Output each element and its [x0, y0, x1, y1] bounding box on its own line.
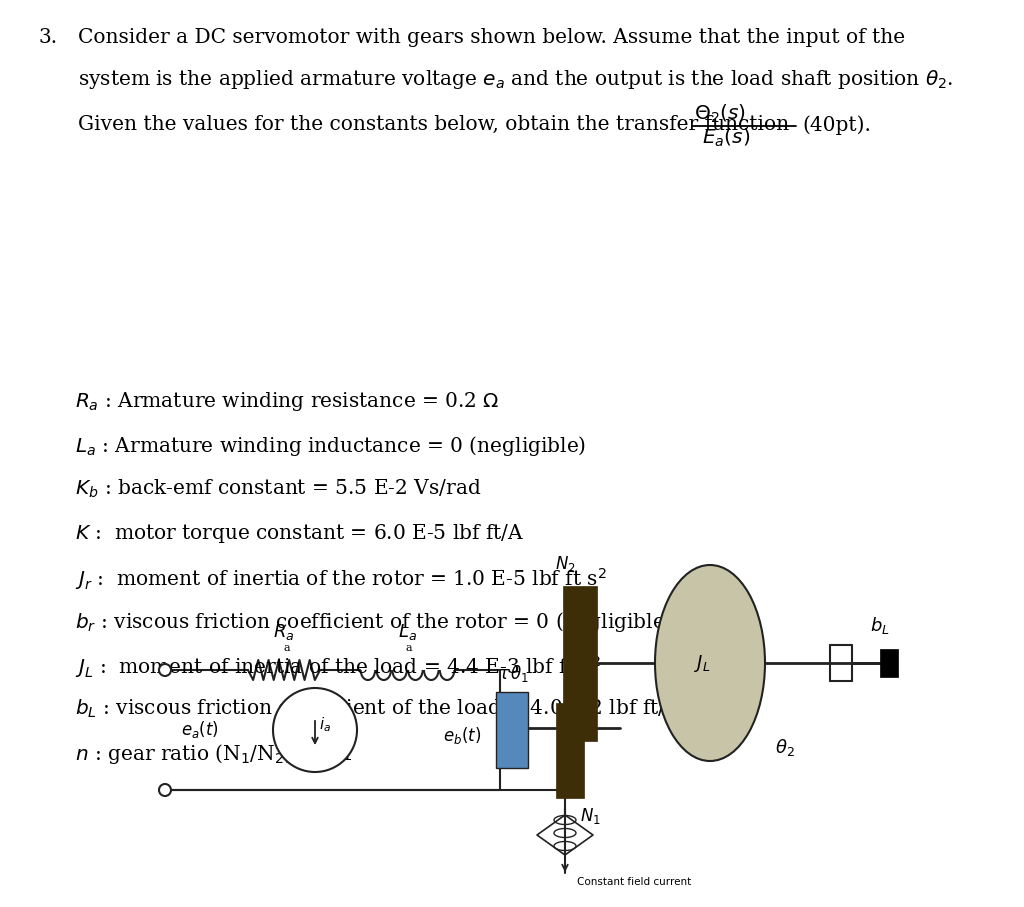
Text: (40pt).: (40pt).	[802, 115, 870, 134]
Text: a: a	[283, 643, 290, 653]
Text: $\theta_2$: $\theta_2$	[775, 737, 795, 758]
Text: Constant field current: Constant field current	[577, 877, 691, 887]
Text: $\Theta_2(s)$: $\Theta_2(s)$	[694, 103, 746, 125]
Text: $N_2$: $N_2$	[555, 553, 575, 573]
Text: system is the applied armature voltage $e_a$ and the output is the load shaft po: system is the applied armature voltage $…	[78, 68, 953, 91]
Bar	[563, 586, 597, 740]
Text: $L_a$: $L_a$	[397, 622, 417, 642]
Text: $E_a(s)$: $E_a(s)$	[702, 127, 751, 150]
Text: $J_L$ :  moment of inertia of the load = 4.4 E-3 lbf ft s$^2$: $J_L$ : moment of inertia of the load = …	[75, 654, 601, 680]
Bar	[556, 703, 584, 797]
Text: $e_b(t)$: $e_b(t)$	[443, 725, 481, 746]
Text: Given the values for the constants below, obtain the transfer function: Given the values for the constants below…	[78, 115, 790, 134]
Bar	[880, 649, 898, 677]
Text: Consider a DC servomotor with gears shown below. Assume that the input of the: Consider a DC servomotor with gears show…	[78, 28, 905, 47]
Text: $b_L$: $b_L$	[870, 615, 890, 636]
Text: $K$ :  motor torque constant = 6.0 E-5 lbf ft/A: $K$ : motor torque constant = 6.0 E-5 lb…	[75, 522, 524, 545]
Text: $R_a$: $R_a$	[273, 622, 295, 642]
Text: $\tau\,\theta_1$: $\tau\,\theta_1$	[498, 664, 529, 685]
Text: $L_a$ : Armature winding inductance = 0 (negligible): $L_a$ : Armature winding inductance = 0 …	[75, 434, 587, 458]
Text: 3.: 3.	[38, 28, 57, 47]
Text: $b_r$ : viscous friction coefficient of the rotor = 0 (negligible): $b_r$ : viscous friction coefficient of …	[75, 610, 673, 634]
Text: $J_r$ :  moment of inertia of the rotor = 1.0 E-5 lbf ft s$^2$: $J_r$ : moment of inertia of the rotor =…	[75, 566, 607, 592]
Circle shape	[273, 688, 357, 772]
Text: $i_a$: $i_a$	[319, 716, 331, 735]
Text: $K_b$ : back-emf constant = 5.5 E-2 Vs/rad: $K_b$ : back-emf constant = 5.5 E-2 Vs/r…	[75, 478, 481, 501]
Text: $J_L$: $J_L$	[693, 652, 711, 674]
Ellipse shape	[655, 565, 765, 761]
Text: $R_a$ : Armature winding resistance = 0.2 $\Omega$: $R_a$ : Armature winding resistance = 0.…	[75, 390, 499, 413]
Circle shape	[159, 784, 171, 796]
Text: a: a	[406, 643, 413, 653]
Circle shape	[159, 664, 171, 676]
Bar	[496, 692, 528, 768]
Text: $e_a(t)$: $e_a(t)$	[181, 719, 219, 740]
Text: $N_1$: $N_1$	[580, 805, 600, 825]
Text: $b_L$ : viscous friction coefficient of the load = 4.0 E-2 lbf ft/rad/s: $b_L$ : viscous friction coefficient of …	[75, 698, 717, 720]
Text: $n$ : gear ratio (N$_1$/N$_2$) = 0.1: $n$ : gear ratio (N$_1$/N$_2$) = 0.1	[75, 742, 352, 766]
